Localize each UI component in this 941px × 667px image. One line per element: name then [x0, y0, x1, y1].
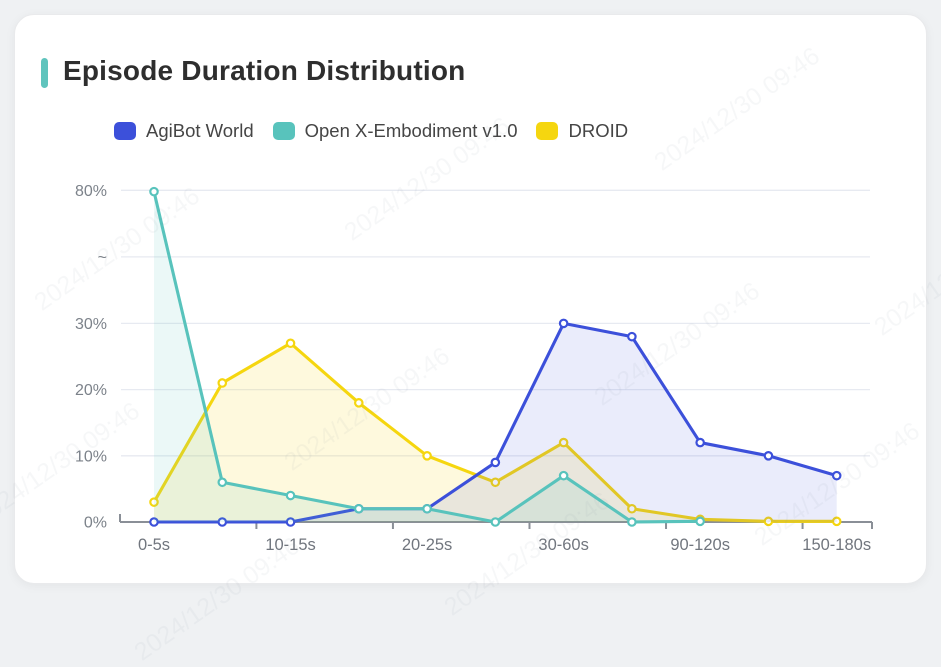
svg-text:150-180s: 150-180s — [802, 536, 871, 554]
svg-text:0%: 0% — [84, 515, 107, 532]
svg-text:20-25s: 20-25s — [402, 536, 452, 554]
legend-label: Open X-Embodiment v1.0 — [304, 120, 518, 141]
y-gridlines — [121, 189, 870, 457]
legend-swatch — [114, 122, 136, 140]
svg-text:10-15s: 10-15s — [265, 536, 315, 554]
svg-text:90-120s: 90-120s — [670, 536, 730, 554]
legend: AgiBot World Open X-Embodiment v1.0 DROID — [114, 120, 628, 142]
title-accent-bar — [41, 58, 48, 88]
legend-item-droid[interactable]: DROID — [536, 120, 628, 142]
svg-text:30-60s: 30-60s — [538, 536, 588, 554]
svg-text:~: ~ — [98, 249, 107, 266]
legend-item-open-x-embodiment-v1-0[interactable]: Open X-Embodiment v1.0 — [272, 120, 518, 142]
duration-chart[interactable]: 0% 10% 20% 30% ~80% 0-5s 10-15s 20-25s 30-60s 90-… — [14, 14, 927, 584]
chart-card: 0% 10% 20% 30% ~80% 0-5s 10-15s 20-25s 30-60s 90-… — [14, 14, 927, 584]
y-axis-labels: 0% 10% 20% 30% ~80% — [75, 183, 107, 532]
svg-text:80%: 80% — [75, 183, 107, 200]
svg-text:0-5s: 0-5s — [138, 536, 170, 554]
series-open-x-embodiment-v1-0 — [149, 186, 705, 527]
x-axis-labels: 0-5s 10-15s 20-25s 30-60s 90-120s 150-180s — [138, 536, 871, 554]
svg-text:20%: 20% — [75, 382, 107, 399]
legend-swatch — [272, 122, 295, 140]
legend-label: DROID — [568, 120, 629, 141]
legend-label: AgiBot World — [146, 120, 254, 141]
svg-text:10%: 10% — [75, 448, 107, 465]
svg-text:30%: 30% — [75, 316, 107, 333]
legend-item-agibot-world[interactable]: AgiBot World — [114, 120, 254, 142]
page-title: Episode Duration Distribution — [63, 55, 466, 86]
legend-swatch — [536, 122, 559, 140]
